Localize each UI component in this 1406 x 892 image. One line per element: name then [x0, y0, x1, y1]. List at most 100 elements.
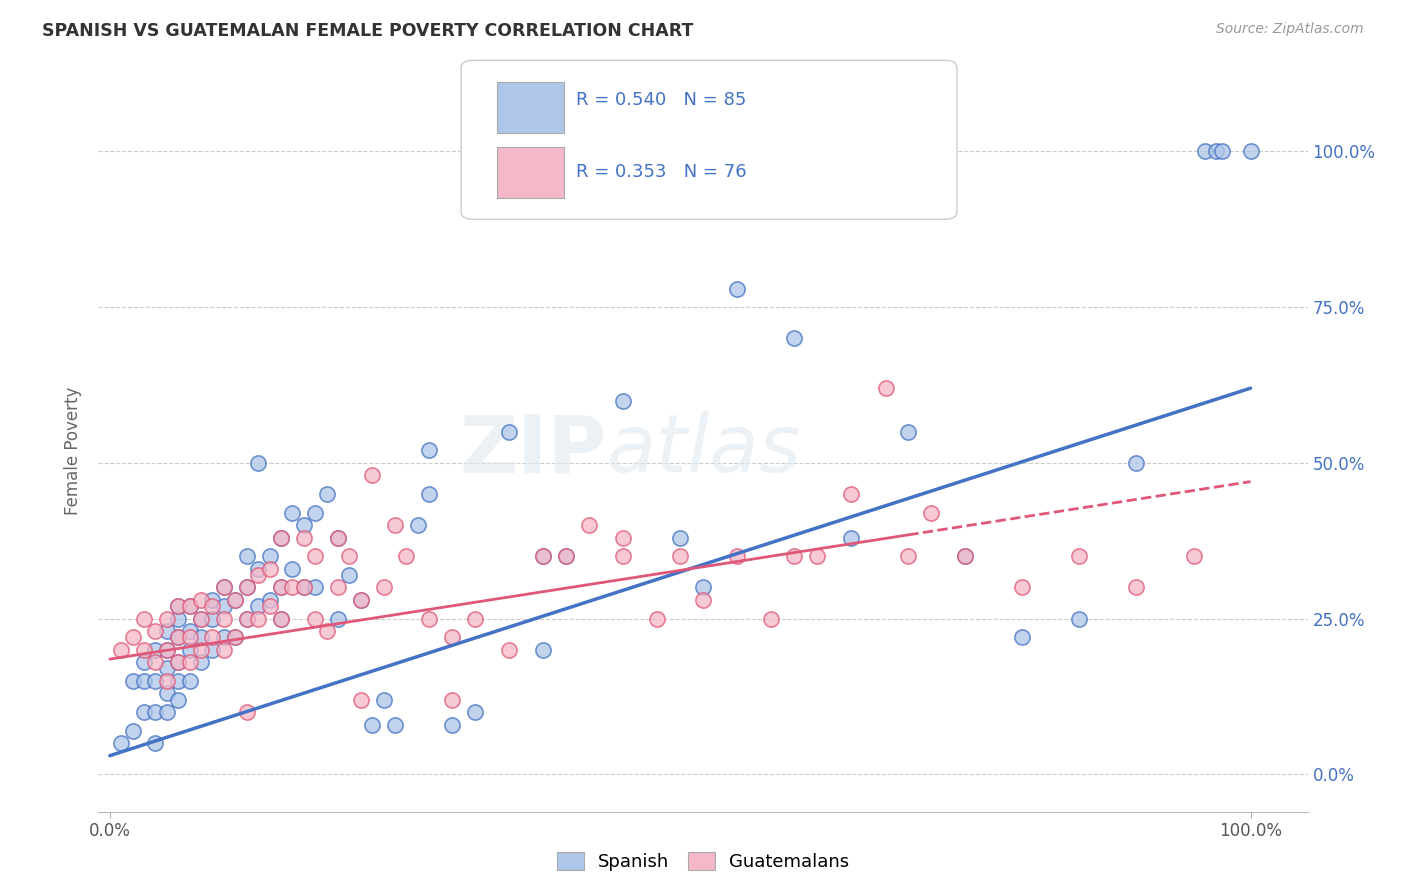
Point [281, 506, 304, 520]
Point [235, 705, 257, 719]
Point [167, 655, 190, 669]
Point [190, 593, 212, 607]
Point [121, 630, 143, 644]
Point [167, 599, 190, 614]
Point [247, 568, 270, 582]
Point [304, 506, 326, 520]
Point [361, 468, 384, 483]
Text: Source: ZipAtlas.com: Source: ZipAtlas.com [1216, 22, 1364, 37]
Point [361, 717, 384, 731]
Point [315, 487, 337, 501]
Point [167, 630, 190, 644]
Text: ZIP: ZIP [458, 411, 606, 490]
Point [1069, 612, 1091, 626]
Point [270, 531, 292, 545]
Point [190, 642, 212, 657]
Point [270, 531, 292, 545]
Point [190, 612, 212, 626]
Point [406, 518, 429, 533]
Point [110, 642, 132, 657]
Point [190, 655, 212, 669]
Point [1011, 630, 1033, 644]
FancyBboxPatch shape [461, 61, 957, 219]
Point [1069, 549, 1091, 564]
Point [145, 736, 167, 750]
Point [955, 549, 977, 564]
Point [326, 531, 349, 545]
Point [692, 581, 714, 595]
Point [235, 612, 257, 626]
Point [292, 581, 315, 595]
Point [156, 661, 179, 675]
Point [167, 673, 190, 688]
Point [531, 549, 554, 564]
Point [132, 655, 155, 669]
Point [212, 581, 235, 595]
Point [224, 593, 246, 607]
Point [235, 581, 257, 595]
Point [212, 642, 235, 657]
Point [384, 518, 406, 533]
Point [247, 599, 270, 614]
Point [897, 549, 920, 564]
Point [156, 705, 179, 719]
Point [725, 281, 748, 295]
Point [373, 581, 395, 595]
Point [132, 705, 155, 719]
Point [270, 612, 292, 626]
Point [201, 630, 224, 644]
Point [1211, 145, 1233, 159]
Point [441, 692, 464, 706]
Point [235, 549, 257, 564]
Point [132, 612, 155, 626]
Point [132, 642, 155, 657]
Point [395, 549, 418, 564]
Point [190, 630, 212, 644]
Point [167, 655, 190, 669]
Point [761, 612, 783, 626]
Point [1194, 145, 1216, 159]
Point [145, 655, 167, 669]
Point [555, 549, 578, 564]
Point [292, 518, 315, 533]
Point [418, 443, 440, 458]
Point [612, 549, 634, 564]
Point [498, 642, 520, 657]
Point [201, 642, 224, 657]
Point [725, 549, 748, 564]
Point [292, 531, 315, 545]
Point [464, 705, 486, 719]
Point [839, 487, 862, 501]
Point [259, 593, 281, 607]
Point [326, 531, 349, 545]
Y-axis label: Female Poverty: Female Poverty [65, 386, 83, 515]
FancyBboxPatch shape [498, 147, 564, 198]
Point [1182, 549, 1205, 564]
Point [669, 531, 692, 545]
Point [247, 456, 270, 470]
Point [270, 581, 292, 595]
Point [121, 723, 143, 738]
Point [179, 599, 201, 614]
Point [247, 612, 270, 626]
Point [179, 599, 201, 614]
Point [259, 549, 281, 564]
Point [121, 673, 143, 688]
Point [179, 624, 201, 639]
Point [156, 642, 179, 657]
Point [326, 612, 349, 626]
Point [647, 612, 669, 626]
Point [418, 612, 440, 626]
Point [350, 692, 373, 706]
Point [201, 612, 224, 626]
Point [270, 581, 292, 595]
Point [783, 331, 806, 345]
Point [875, 381, 897, 395]
Point [235, 581, 257, 595]
FancyBboxPatch shape [498, 82, 564, 133]
Point [920, 506, 942, 520]
Point [384, 717, 406, 731]
Point [145, 642, 167, 657]
Text: atlas: atlas [606, 411, 801, 490]
Point [212, 599, 235, 614]
